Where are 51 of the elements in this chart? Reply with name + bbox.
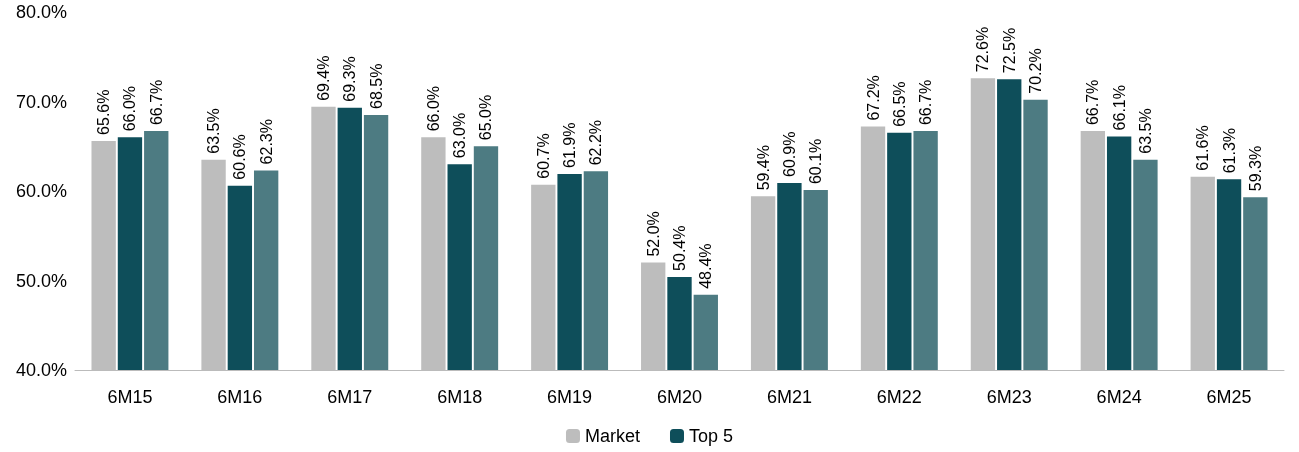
data-label: 50.4% [671,225,688,271]
data-label: 65.6% [95,89,113,135]
data-label: 66.1% [1110,85,1128,131]
data-label: 70.2% [1027,48,1045,94]
data-label: 59.4% [754,144,772,191]
data-label: 72.5% [1000,27,1018,74]
data-label: 52.0% [644,211,662,257]
data-label: 63.0% [451,112,469,159]
x-tick-label: 6M21 [766,387,812,407]
data-label: 72.6% [974,26,992,73]
x-tick-label: 6M23 [986,387,1032,407]
data-label: 60.6% [231,134,249,180]
legend-label: Market [584,426,640,446]
data-label: 48.4% [697,243,715,289]
data-label: 63.5% [1136,108,1154,154]
y-tick-label: 80.0% [15,2,67,22]
data-label: 66.7% [147,79,165,126]
data-label: 65.0% [477,94,495,141]
data-label: 60.1% [807,138,825,185]
data-label: 62.3% [257,119,275,165]
data-label: 67.2% [864,75,882,121]
x-tick-label: 6M15 [107,387,153,407]
x-tick-label: 6M17 [327,387,373,407]
data-label: 61.9% [561,122,579,168]
data-label: 66.7% [917,79,935,126]
data-label: 66.0% [424,85,442,132]
y-tick-label: 40.0% [15,360,67,380]
legend-label: Top 5 [688,426,734,446]
x-tick-label: 6M19 [547,387,593,407]
data-label: 60.9% [780,131,798,177]
y-tick-label: 60.0% [15,181,67,201]
data-label: 62.2% [587,119,605,166]
data-label: 66.0% [121,85,139,132]
y-tick-label: 70.0% [15,91,67,112]
data-label: 68.5% [367,63,385,109]
data-label: 69.4% [314,55,332,101]
x-tick-label: 6M16 [217,387,263,407]
data-label: 66.5% [890,81,908,127]
data-label: 66.7% [1084,79,1102,126]
x-tick-label: 6M20 [656,387,703,407]
data-label: 69.3% [341,56,359,102]
data-label: 61.6% [1194,125,1212,171]
data-label: 63.5% [205,108,223,154]
x-tick-label: 6M24 [1096,387,1142,407]
data-label: 59.3% [1246,145,1264,192]
data-label: 60.7% [534,133,552,179]
x-tick-label: 6M25 [1206,387,1252,407]
x-tick-label: 6M18 [437,387,483,407]
y-tick-label: 50.0% [15,270,67,291]
data-label: 61.3% [1220,127,1238,174]
x-tick-label: 6M22 [876,387,922,407]
